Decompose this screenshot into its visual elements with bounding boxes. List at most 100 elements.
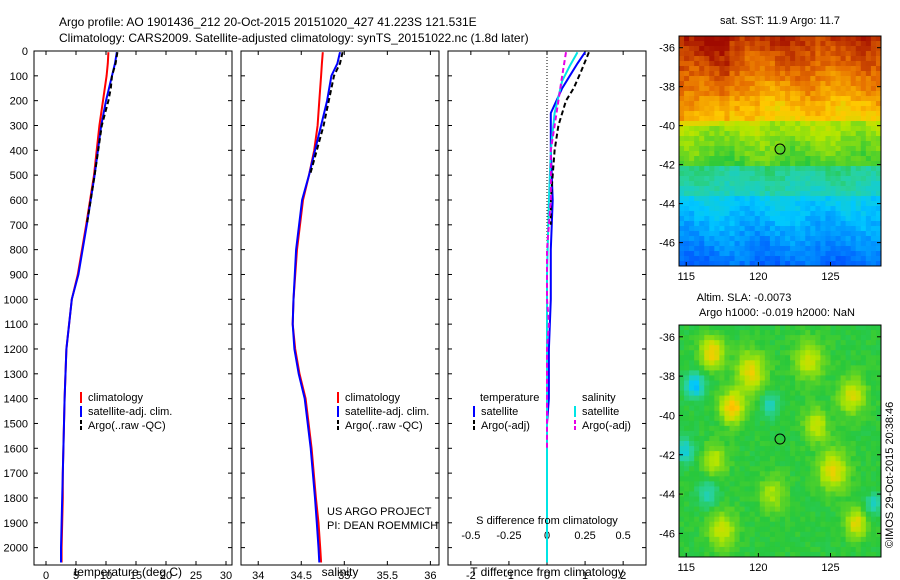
heatmap-cell [764,36,771,42]
heatmap-cell [870,410,877,417]
heatmap-cell [739,461,746,467]
heatmap-cell [820,516,827,523]
x-tick-label: 34 [252,570,264,580]
heatmap-cell [875,360,881,366]
heatmap-cell [754,151,761,157]
sla-map-title-2: Argo h1000: -0.019 h2000: NaN [699,307,855,319]
heatmap-cell [699,355,705,361]
heatmap-cell [739,380,746,387]
heatmap-cell [860,51,867,57]
heatmap-cell [759,131,766,137]
legend-label-climatology: climatology [345,392,401,404]
heatmap-cell [790,491,796,498]
heatmap-cell [790,446,796,452]
heatmap-cell [719,501,726,508]
heatmap-cell [785,86,791,92]
heatmap-cell [739,46,746,52]
heatmap-cell [795,61,801,67]
heatmap-cell [845,516,852,523]
heatmap-cell [764,521,771,528]
heatmap-cell [754,511,761,518]
heatmap-cell [744,106,751,112]
heatmap-cell [800,481,806,487]
heatmap-cell [810,380,816,387]
heatmap-cell [704,441,710,447]
heatmap-cell [820,471,827,477]
heatmap-cell [845,216,852,222]
heatmap-cell [870,146,877,152]
heatmap-cell [815,526,821,533]
heatmap-cell [749,56,756,62]
heatmap-cell [714,221,720,227]
heatmap-cell [840,420,847,427]
lat-tick-label: -46 [659,528,675,540]
heatmap-cell [759,91,766,97]
heatmap-cell [865,531,872,538]
heatmap-cell [734,196,741,202]
heatmap-cell [840,241,847,247]
heatmap-cell [759,380,766,387]
heatmap-cell [795,81,801,87]
heatmap-cell [729,151,736,157]
heatmap-cell [840,365,847,371]
heatmap-cell [759,211,766,217]
heatmap-cell [800,96,806,102]
heatmap-cell [850,196,857,202]
heatmap-cell [689,360,695,366]
heatmap-cell [845,536,852,543]
heatmap-cell [830,365,837,371]
heatmap-cell [724,420,731,427]
heatmap-cell [694,395,700,402]
heatmap-cell [875,476,881,482]
heatmap-cell [865,126,872,132]
heatmap-cell [709,370,715,377]
heatmap-cell [774,146,781,152]
heatmap-cell [835,176,842,182]
heatmap-cell [785,61,791,67]
heatmap-cell [709,546,715,553]
heatmap-cell [739,486,746,493]
heatmap-cell [865,496,872,503]
heatmap-cell [865,176,872,182]
heatmap-cell [719,335,726,341]
heatmap-cell [744,86,751,92]
heatmap-cell [825,66,832,72]
heatmap-cell [734,491,741,498]
heatmap-cell [769,191,776,197]
heatmap-cell [870,36,877,42]
heatmap-cell [744,146,751,152]
heatmap-cell [830,206,837,212]
heatmap-cell [800,146,806,152]
heatmap-cell [744,405,751,412]
heatmap-cell [754,471,761,477]
heatmap-cell [815,531,821,538]
heatmap-cell [714,410,720,417]
heatmap-cell [790,136,796,142]
heatmap-cell [699,216,705,222]
heatmap-cell [805,211,811,217]
legend-label-t-argo: Argo(-adj) [481,420,530,432]
heatmap-cell [729,506,736,513]
heatmap-cell [704,46,710,52]
heatmap-cell [769,486,776,493]
heatmap-cell [855,246,862,252]
heatmap-cell [835,56,842,62]
heatmap-cell [780,491,786,498]
heatmap-cell [734,330,741,336]
heatmap-cell [714,256,720,262]
heatmap-cell [830,375,837,382]
heatmap-cell [785,350,791,356]
heatmap-cell [739,246,746,252]
heatmap-cell [845,375,852,382]
heatmap-cell [684,36,690,42]
heatmap-cell [855,501,862,508]
heatmap-cell [704,256,710,262]
heatmap-cell [734,86,741,92]
heatmap-cell [870,395,877,402]
heatmap-cell [850,191,857,197]
heatmap-cell [785,46,791,52]
heatmap-cell [704,491,710,498]
heatmap-cell [845,96,852,102]
heatmap-cell [810,405,816,412]
heatmap-cell [729,400,736,407]
